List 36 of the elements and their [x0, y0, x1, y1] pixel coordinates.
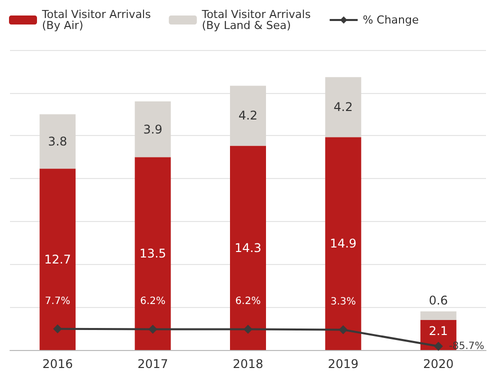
point: [434, 342, 443, 351]
x-tick-label: 2017: [138, 357, 168, 371]
data-label: 7.7%: [44, 296, 70, 307]
x-tick-label: 2020: [423, 357, 454, 371]
data-label: 6.2%: [140, 296, 166, 308]
bar: [230, 146, 266, 350]
bar: [325, 137, 362, 350]
legend-label: Total Visitor Arrivals (By Land & Sea): [200, 8, 311, 32]
data-label: 4.2: [334, 100, 353, 114]
point: [148, 324, 158, 334]
data-label: 14.9: [330, 236, 357, 251]
x-tick-label: 2019: [328, 357, 358, 371]
bar: [40, 114, 76, 169]
bar: [40, 168, 76, 350]
bar: [134, 157, 171, 350]
legend-label: Total Visitor Arrivals (By Air): [41, 8, 152, 32]
data-label: 13.5: [139, 246, 166, 261]
data-label: 2.1: [428, 324, 448, 338]
point: [244, 324, 252, 334]
data-label: 14.3: [234, 240, 262, 255]
point: [53, 324, 62, 334]
data-label: 3.9: [143, 122, 162, 136]
x-tick-label: 2018: [232, 357, 264, 371]
bar: [230, 86, 266, 146]
data-label: 0.6: [428, 293, 448, 308]
data-label: 6.2%: [235, 296, 261, 308]
point: [338, 325, 348, 334]
data-label: 4.2: [238, 108, 258, 123]
x-tick-label: 2016: [42, 357, 73, 371]
bar: [325, 77, 362, 138]
data-label: 3.8: [48, 134, 68, 148]
bar: [134, 101, 171, 158]
data-label: 12.7: [44, 252, 71, 266]
data-label: 3.3%: [330, 296, 356, 308]
bar: [420, 311, 456, 320]
legend-label: % Change: [362, 14, 419, 26]
